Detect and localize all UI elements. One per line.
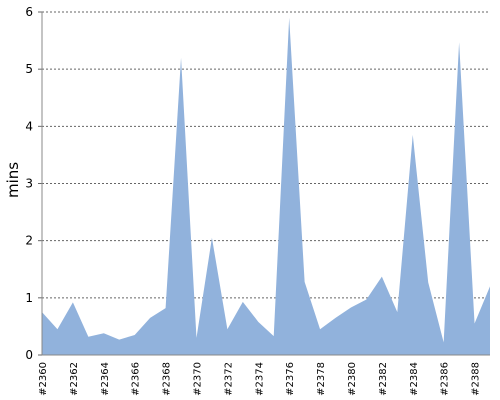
- x-tick-label: #2360: [38, 362, 49, 396]
- x-tick-label: #2378: [316, 362, 327, 396]
- x-tick-label: #2366: [131, 362, 142, 396]
- x-tick-label: #2384: [409, 362, 420, 396]
- x-tick-label: #2372: [223, 362, 234, 396]
- x-tick-label: #2380: [347, 362, 358, 396]
- area: [42, 17, 490, 355]
- x-tick-label: #2362: [69, 362, 80, 396]
- y-tick-label: 3: [25, 177, 33, 191]
- y-tick-label: 0: [25, 348, 33, 362]
- x-tick-label: #2370: [192, 362, 203, 396]
- y-tick-label: 4: [25, 119, 33, 133]
- x-tick-label: #2364: [100, 362, 111, 396]
- y-tick-label: 5: [25, 62, 33, 76]
- x-tick-label: #2386: [440, 362, 451, 396]
- x-tick-label: #2388: [471, 362, 482, 396]
- y-tick-label: 2: [25, 234, 33, 248]
- x-tick-label: #2374: [254, 362, 265, 396]
- y-tick-label: 6: [25, 5, 33, 19]
- x-tick-label: #2382: [378, 362, 389, 396]
- x-tick-label: #2376: [285, 362, 296, 396]
- x-tick-label: #2368: [162, 362, 173, 396]
- y-axis-label: mins: [4, 162, 22, 198]
- y-tick-label: 1: [25, 291, 33, 305]
